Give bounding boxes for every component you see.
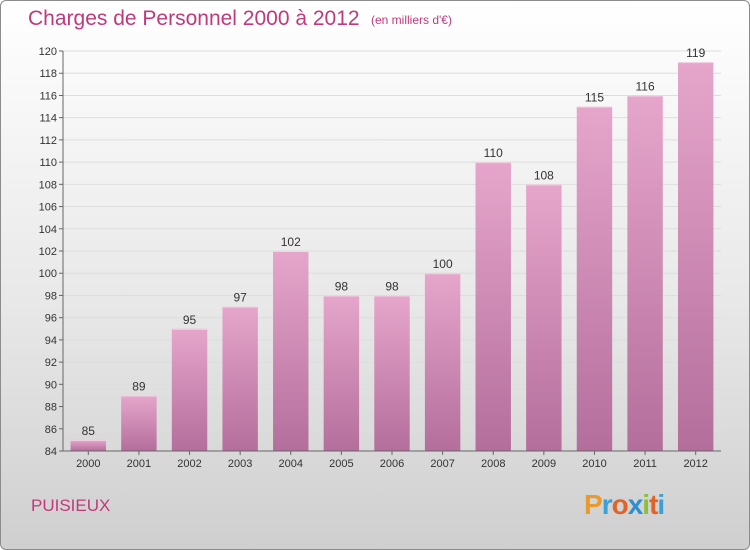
bar xyxy=(171,328,208,451)
x-tick-label: 2011 xyxy=(633,458,657,470)
y-tick-label: 92 xyxy=(45,357,57,369)
data-label: 110 xyxy=(484,146,503,160)
x-tick-label: 2005 xyxy=(329,458,353,470)
bar xyxy=(323,295,360,451)
x-tick-label: 2002 xyxy=(177,458,201,470)
x-tick-label: 2009 xyxy=(532,458,556,470)
x-tick-label: 2012 xyxy=(683,458,707,470)
bar xyxy=(70,439,107,451)
data-label: 97 xyxy=(233,291,247,305)
y-tick-label: 88 xyxy=(45,402,57,414)
y-tick-label: 116 xyxy=(39,90,57,102)
logo-letter: i xyxy=(642,489,650,520)
axes xyxy=(59,50,721,455)
data-label: 98 xyxy=(335,279,349,293)
y-tick-label: 120 xyxy=(39,46,57,58)
y-tick-label: 90 xyxy=(45,379,57,391)
logo-letter: o xyxy=(611,489,629,520)
x-tick-label: 2007 xyxy=(430,458,454,470)
data-label: 115 xyxy=(585,91,604,105)
bar xyxy=(121,395,157,451)
data-label: 119 xyxy=(686,46,705,60)
labels: 84 86 88 90 92 94 96 98 100 102 104 106 108 110 112 114… xyxy=(39,46,708,470)
logo-letter: P xyxy=(584,489,603,520)
y-tick-label: 118 xyxy=(39,68,57,80)
data-label: 100 xyxy=(433,257,453,271)
logo-letter: r xyxy=(601,489,613,520)
y-tick-label: 108 xyxy=(39,179,57,191)
data-label: 108 xyxy=(534,168,554,182)
bar xyxy=(627,95,663,451)
x-tick-label: 2010 xyxy=(582,458,606,470)
location-name: PUISIEUX xyxy=(31,496,111,515)
y-tick-label: 100 xyxy=(39,268,57,280)
x-tick-label: 2000 xyxy=(76,458,100,470)
data-label: 102 xyxy=(281,235,301,249)
x-tick-label: 2003 xyxy=(228,458,252,470)
y-tick-label: 114 xyxy=(39,113,57,125)
bars xyxy=(70,62,714,452)
proxiti-logo: Proxiti xyxy=(584,489,665,521)
y-tick-label: 112 xyxy=(39,135,57,147)
y-tick-label: 86 xyxy=(45,424,57,436)
data-label: 89 xyxy=(132,379,146,393)
data-label: 116 xyxy=(636,79,655,93)
y-tick-label: 96 xyxy=(45,313,57,325)
bar xyxy=(374,295,410,451)
y-tick-label: 106 xyxy=(39,202,57,214)
logo-letter: t xyxy=(649,489,658,520)
bar xyxy=(273,251,309,451)
bar xyxy=(424,273,461,451)
y-tick-label: 110 xyxy=(39,157,57,169)
data-label: 95 xyxy=(183,313,197,327)
y-tick-label: 98 xyxy=(45,290,57,302)
data-label: 98 xyxy=(385,279,399,293)
bar xyxy=(222,306,258,451)
bar xyxy=(677,62,714,451)
x-tick-label: 2006 xyxy=(380,458,404,470)
logo-letter: x xyxy=(627,489,644,520)
x-tick-label: 2008 xyxy=(481,458,505,470)
logo-letter: i xyxy=(657,489,665,520)
y-tick-label: 102 xyxy=(39,246,57,258)
y-tick-label: 104 xyxy=(39,224,57,236)
data-label: 85 xyxy=(82,424,96,438)
chart-subtitle: (en milliers d'€) xyxy=(371,13,452,27)
bar xyxy=(576,106,613,452)
x-tick-label: 2004 xyxy=(279,458,303,470)
bar xyxy=(526,184,562,452)
y-tick-label: 94 xyxy=(45,335,57,347)
x-tick-label: 2001 xyxy=(127,458,151,470)
chart-title: Charges de Personnel 2000 à 2012 xyxy=(28,7,360,30)
bar xyxy=(475,162,511,451)
y-tick-label: 84 xyxy=(45,446,57,458)
